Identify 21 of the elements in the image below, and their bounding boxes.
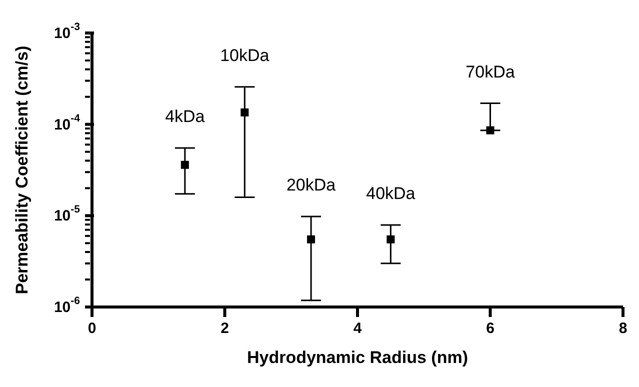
x-tick-label: 6 bbox=[486, 320, 494, 337]
x-axis-title: Hydrodynamic Radius (nm) bbox=[246, 348, 468, 367]
annotation: 70kDa bbox=[466, 62, 516, 82]
y-tick-label: 10$^{-5}$ bbox=[54, 204, 80, 224]
point bbox=[240, 108, 249, 116]
y-axis-title: Permeability Coefficient (cm/s) bbox=[12, 46, 32, 294]
x-tick-label: 2 bbox=[220, 320, 229, 337]
y-tick-label: 10$^{-3}$ bbox=[54, 21, 80, 42]
annotation: 4kDa bbox=[165, 107, 206, 126]
annotation: 20kDa bbox=[286, 175, 336, 194]
x-tick-label: 4 bbox=[353, 320, 362, 337]
x-tick-label: 0 bbox=[88, 320, 96, 337]
y-tick-label: 10$^{-4}$ bbox=[54, 112, 80, 133]
annotation: 40kDa bbox=[366, 184, 416, 204]
annotation: 10kDa bbox=[220, 46, 270, 65]
point bbox=[486, 126, 494, 134]
x-tick-label: 8 bbox=[618, 320, 628, 337]
point bbox=[386, 235, 395, 244]
point bbox=[180, 160, 189, 169]
y-tick-label: 10$^{-6}$ bbox=[54, 295, 80, 316]
point bbox=[307, 235, 316, 244]
